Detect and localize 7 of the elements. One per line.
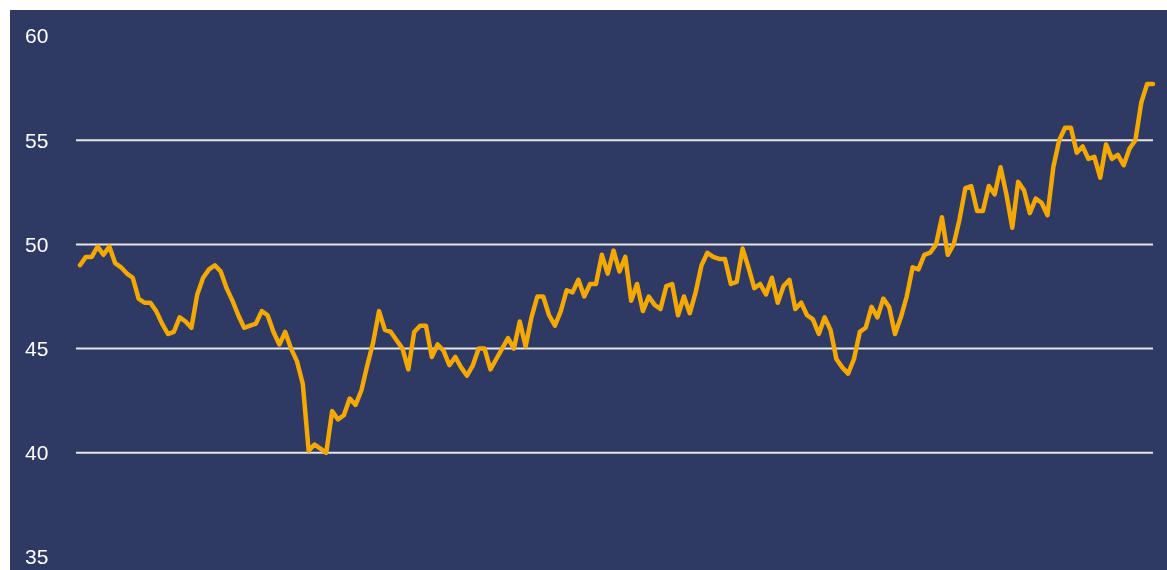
line-series: [77, 81, 1156, 456]
y-tick-label: 35: [25, 545, 49, 569]
y-tick-label: 50: [25, 232, 49, 256]
y-tick-label: 45: [25, 336, 49, 360]
y-tick-label: 55: [25, 128, 49, 152]
y-tick-label: 60: [25, 24, 49, 48]
y-tick-label: 40: [25, 441, 49, 465]
